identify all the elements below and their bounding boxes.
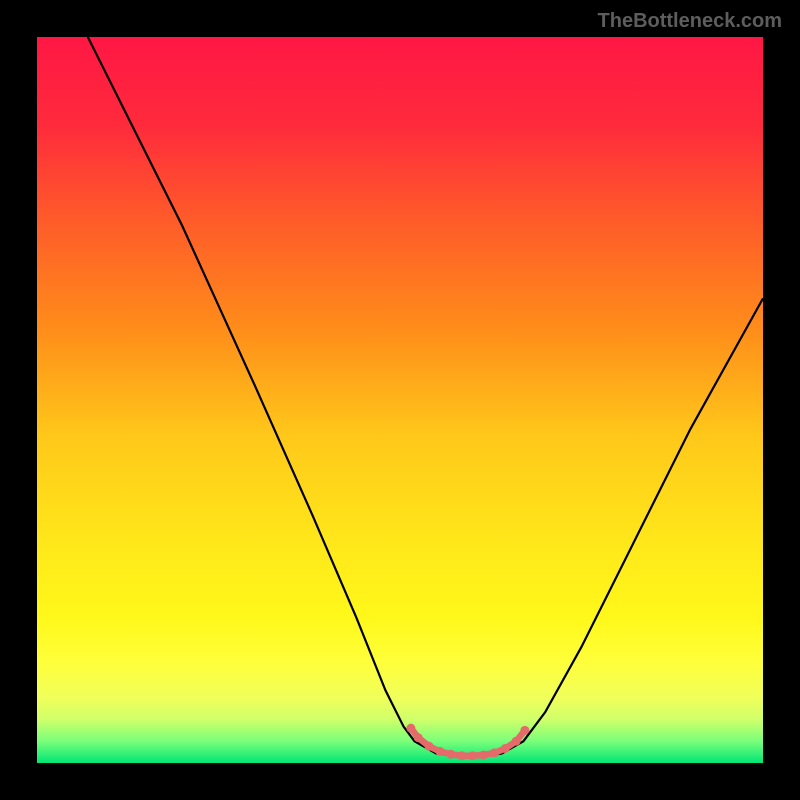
marker-dot [446, 750, 455, 759]
marker-dot [468, 751, 477, 760]
marker-dot [501, 744, 510, 753]
watermark-text: TheBottleneck.com [598, 10, 782, 33]
marker-dot [479, 751, 488, 760]
gradient-background [37, 37, 763, 763]
marker-dot [435, 747, 444, 756]
marker-dot [457, 751, 466, 760]
marker-dot [425, 742, 434, 751]
marker-dot [512, 737, 521, 746]
marker-dot [406, 724, 415, 733]
marker-dot [520, 726, 529, 735]
marker-dot [490, 748, 499, 757]
bottleneck-chart: TheBottleneck.com [0, 0, 800, 800]
marker-dot [414, 733, 423, 742]
plot-area [37, 37, 763, 763]
